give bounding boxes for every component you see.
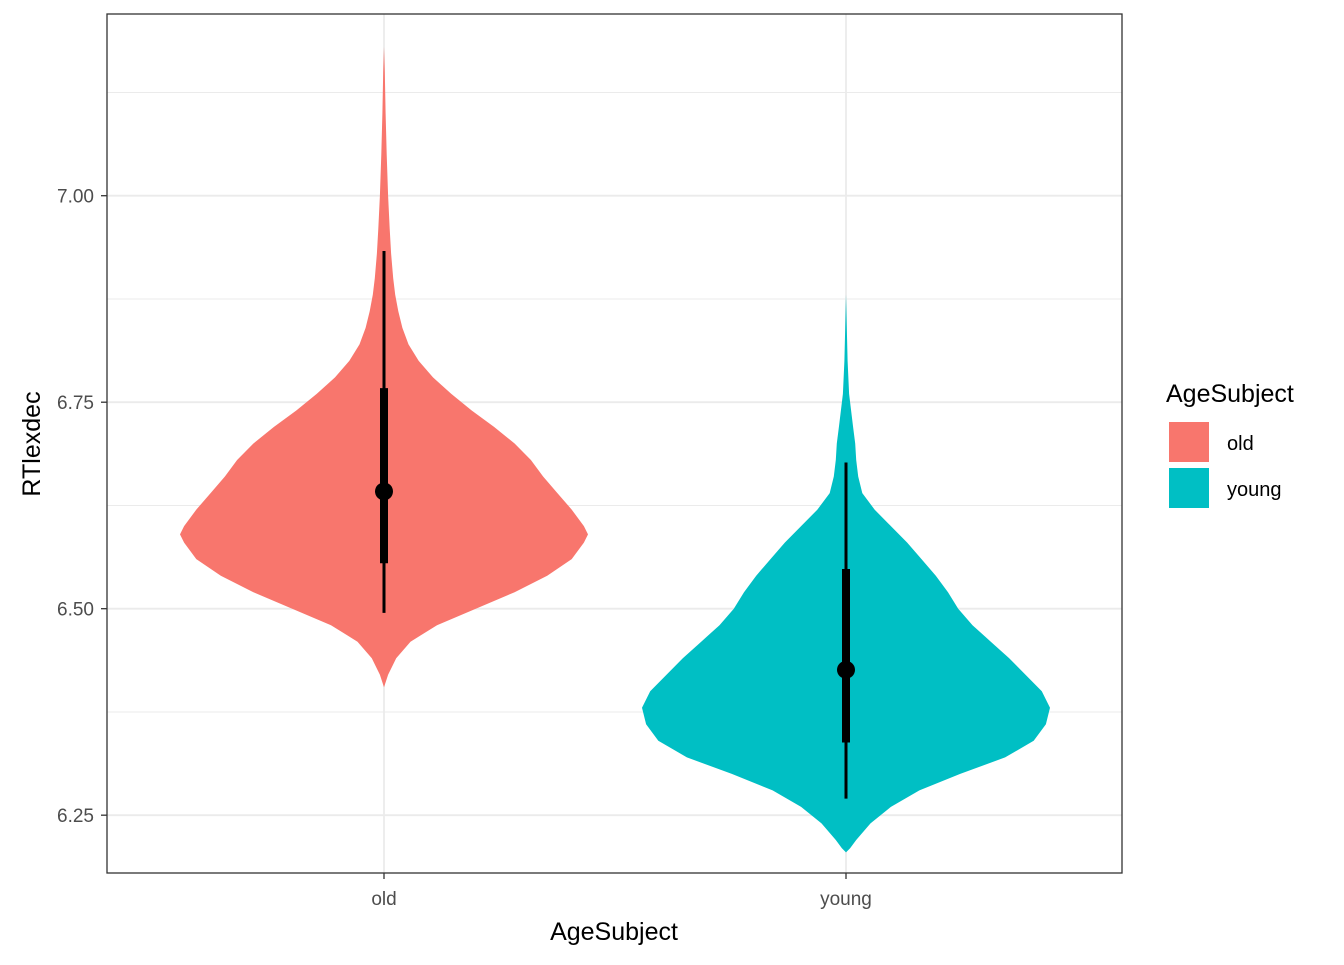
y-tick-label: 7.00 <box>57 187 94 208</box>
x-axis: old young <box>371 873 872 910</box>
median-point-old <box>375 482 393 501</box>
x-tick-label: young <box>820 889 872 910</box>
y-tick-label: 6.50 <box>57 600 94 621</box>
legend-key-old <box>1169 422 1209 462</box>
legend-label-old: old <box>1227 433 1254 455</box>
legend-title: AgeSubject <box>1166 380 1294 408</box>
x-tick-label: old <box>371 889 396 910</box>
plot-panel-border <box>106 13 1123 874</box>
y-axis-title: RTlexdec <box>18 391 46 496</box>
y-tick-label: 6.25 <box>57 806 94 827</box>
summary-statistics <box>375 251 855 799</box>
x-axis-title: AgeSubject <box>550 918 678 946</box>
y-axis: 6.25 6.50 6.75 7.00 <box>57 187 107 827</box>
median-point-young <box>837 660 855 679</box>
legend-key-young <box>1169 468 1209 508</box>
legend-label-young: young <box>1227 479 1282 501</box>
y-tick-label: 6.75 <box>57 393 94 414</box>
legend: AgeSubject old young <box>1166 380 1294 508</box>
